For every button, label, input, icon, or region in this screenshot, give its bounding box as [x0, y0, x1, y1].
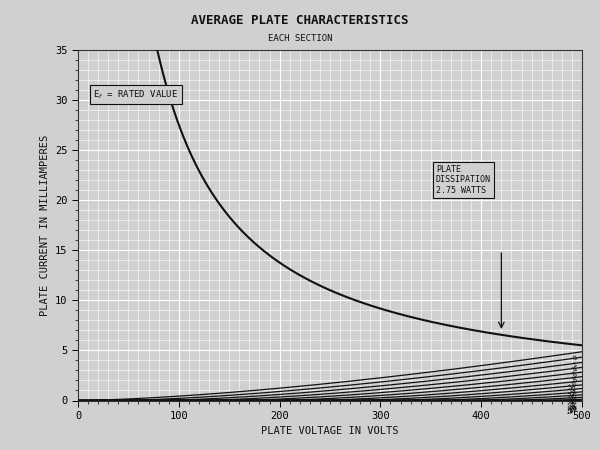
Text: -24: -24: [565, 402, 579, 414]
Text: -14: -14: [565, 388, 579, 400]
Text: -18: -18: [565, 395, 579, 407]
Text: -10: -10: [565, 380, 579, 392]
Text: E$_f$ = RATED VALUE: E$_f$ = RATED VALUE: [93, 88, 178, 101]
Text: EACH SECTION: EACH SECTION: [268, 34, 332, 43]
X-axis label: PLATE VOLTAGE IN VOLTS: PLATE VOLTAGE IN VOLTS: [261, 427, 399, 436]
Y-axis label: PLATE CURRENT IN MILLIAMPERES: PLATE CURRENT IN MILLIAMPERES: [40, 135, 50, 315]
Text: -30: -30: [565, 404, 579, 416]
Text: -12: -12: [565, 384, 579, 396]
Text: -28: -28: [565, 404, 579, 416]
Text: -6: -6: [569, 370, 579, 380]
Text: -16: -16: [565, 392, 579, 404]
Text: -22: -22: [565, 400, 579, 413]
Text: -4: -4: [569, 365, 579, 375]
Text: PLATE
DISSIPATION
2.75 WATTS: PLATE DISSIPATION 2.75 WATTS: [436, 165, 491, 195]
Text: AVERAGE PLATE CHARACTERISTICS: AVERAGE PLATE CHARACTERISTICS: [191, 14, 409, 27]
Text: -20: -20: [565, 398, 579, 410]
Text: -26: -26: [565, 404, 579, 416]
Text: -8: -8: [569, 375, 579, 385]
Text: 0: 0: [572, 355, 579, 362]
Text: -2: -2: [569, 360, 579, 370]
